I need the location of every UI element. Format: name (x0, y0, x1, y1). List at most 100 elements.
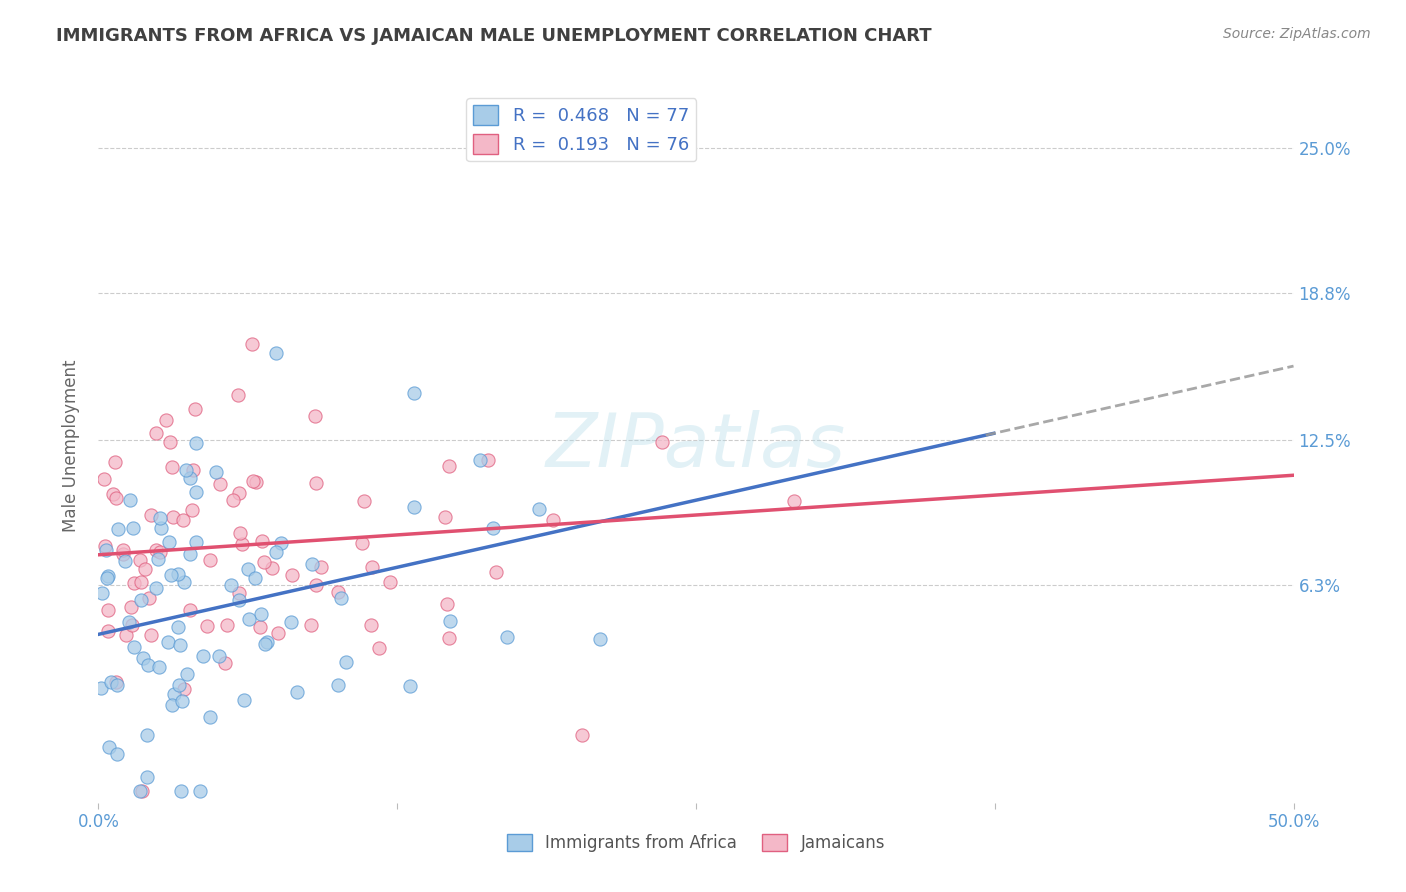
Jamaicans (103, 487, 125, 501)
Jamaicans (128, 553, 150, 567)
Immigrants from Africa (170, 784, 193, 798)
Immigrants from Africa (174, 463, 197, 477)
Jamaicans (121, 617, 143, 632)
Jamaicans (93, 539, 115, 553)
Jamaicans (112, 547, 135, 561)
Jamaicans (228, 387, 250, 401)
Jamaicans (231, 536, 253, 550)
Text: ZIPatlas: ZIPatlas (546, 410, 846, 482)
Jamaicans (267, 625, 290, 640)
Immigrants from Africa (150, 520, 173, 534)
Jamaicans (139, 628, 162, 642)
Jamaicans (162, 509, 184, 524)
Jamaicans (179, 603, 201, 617)
Immigrants from Africa (97, 740, 120, 755)
Jamaicans (228, 486, 250, 500)
Jamaicans (173, 681, 195, 696)
Immigrants from Africa (205, 465, 228, 479)
Immigrants from Africa (148, 552, 170, 566)
Jamaicans (378, 575, 401, 590)
Immigrants from Africa (132, 650, 155, 665)
Jamaicans (477, 453, 499, 467)
Immigrants from Africa (208, 648, 231, 663)
Immigrants from Africa (100, 674, 122, 689)
Immigrants from Africa (280, 615, 302, 629)
Jamaicans (260, 561, 283, 575)
Immigrants from Africa (266, 346, 288, 360)
Immigrants from Africa (160, 698, 183, 712)
Jamaicans (433, 509, 456, 524)
Immigrants from Africa (118, 492, 141, 507)
Jamaicans (134, 562, 156, 576)
Jamaicans (361, 560, 384, 574)
Jamaicans (155, 413, 177, 427)
Immigrants from Africa (121, 521, 143, 535)
Jamaicans (353, 493, 375, 508)
Immigrants from Africa (105, 747, 128, 761)
Immigrants from Africa (117, 615, 139, 629)
Immigrants from Africa (145, 581, 167, 595)
Jamaicans (184, 401, 207, 416)
Jamaicans (159, 434, 181, 449)
Jamaicans (183, 463, 205, 477)
Immigrants from Africa (228, 592, 250, 607)
Immigrants from Africa (105, 678, 128, 692)
Immigrants from Africa (129, 593, 152, 607)
Immigrants from Africa (326, 678, 349, 692)
Immigrants from Africa (232, 693, 254, 707)
Immigrants from Africa (136, 770, 159, 784)
Immigrants from Africa (163, 687, 186, 701)
Jamaicans (245, 475, 267, 489)
Jamaicans (250, 533, 273, 548)
Immigrants from Africa (191, 649, 214, 664)
Immigrants from Africa (169, 638, 191, 652)
Jamaicans (120, 600, 142, 615)
Immigrants from Africa (148, 659, 170, 673)
Immigrants from Africa (439, 614, 461, 628)
Immigrants from Africa (402, 386, 425, 401)
Immigrants from Africa (243, 571, 266, 585)
Jamaicans (104, 455, 127, 469)
Jamaicans (200, 553, 222, 567)
Jamaicans (180, 502, 202, 516)
Immigrants from Africa (335, 655, 357, 669)
Jamaicans (195, 618, 218, 632)
Jamaicans (138, 591, 160, 605)
Immigrants from Africa (96, 571, 118, 585)
Immigrants from Africa (404, 500, 426, 515)
Immigrants from Africa (122, 640, 145, 655)
Jamaicans (111, 543, 134, 558)
Jamaicans (541, 513, 564, 527)
Immigrants from Africa (188, 784, 211, 798)
Immigrants from Africa (198, 710, 221, 724)
Jamaicans (214, 656, 236, 670)
Immigrants from Africa (236, 562, 259, 576)
Text: IMMIGRANTS FROM AFRICA VS JAMAICAN MALE UNEMPLOYMENT CORRELATION CHART: IMMIGRANTS FROM AFRICA VS JAMAICAN MALE … (56, 27, 932, 45)
Jamaicans (104, 491, 127, 505)
Immigrants from Africa (166, 620, 188, 634)
Y-axis label: Male Unemployment: Male Unemployment (62, 359, 80, 533)
Jamaicans (436, 598, 458, 612)
Jamaicans (367, 640, 389, 655)
Jamaicans (281, 568, 304, 582)
Immigrants from Africa (172, 694, 194, 708)
Jamaicans (97, 603, 120, 617)
Immigrants from Africa (481, 521, 503, 535)
Jamaicans (162, 460, 184, 475)
Jamaicans (253, 555, 276, 569)
Jamaicans (228, 585, 250, 599)
Jamaicans (222, 492, 245, 507)
Immigrants from Africa (136, 728, 159, 742)
Jamaicans (326, 584, 349, 599)
Immigrants from Africa (219, 578, 242, 592)
Immigrants from Africa (184, 484, 207, 499)
Immigrants from Africa (157, 635, 180, 649)
Immigrants from Africa (527, 502, 550, 516)
Jamaicans (571, 728, 593, 742)
Immigrants from Africa (496, 630, 519, 644)
Immigrants from Africa (179, 471, 201, 485)
Jamaicans (145, 542, 167, 557)
Jamaicans (145, 425, 167, 440)
Jamaicans (352, 535, 374, 549)
Immigrants from Africa (107, 522, 129, 536)
